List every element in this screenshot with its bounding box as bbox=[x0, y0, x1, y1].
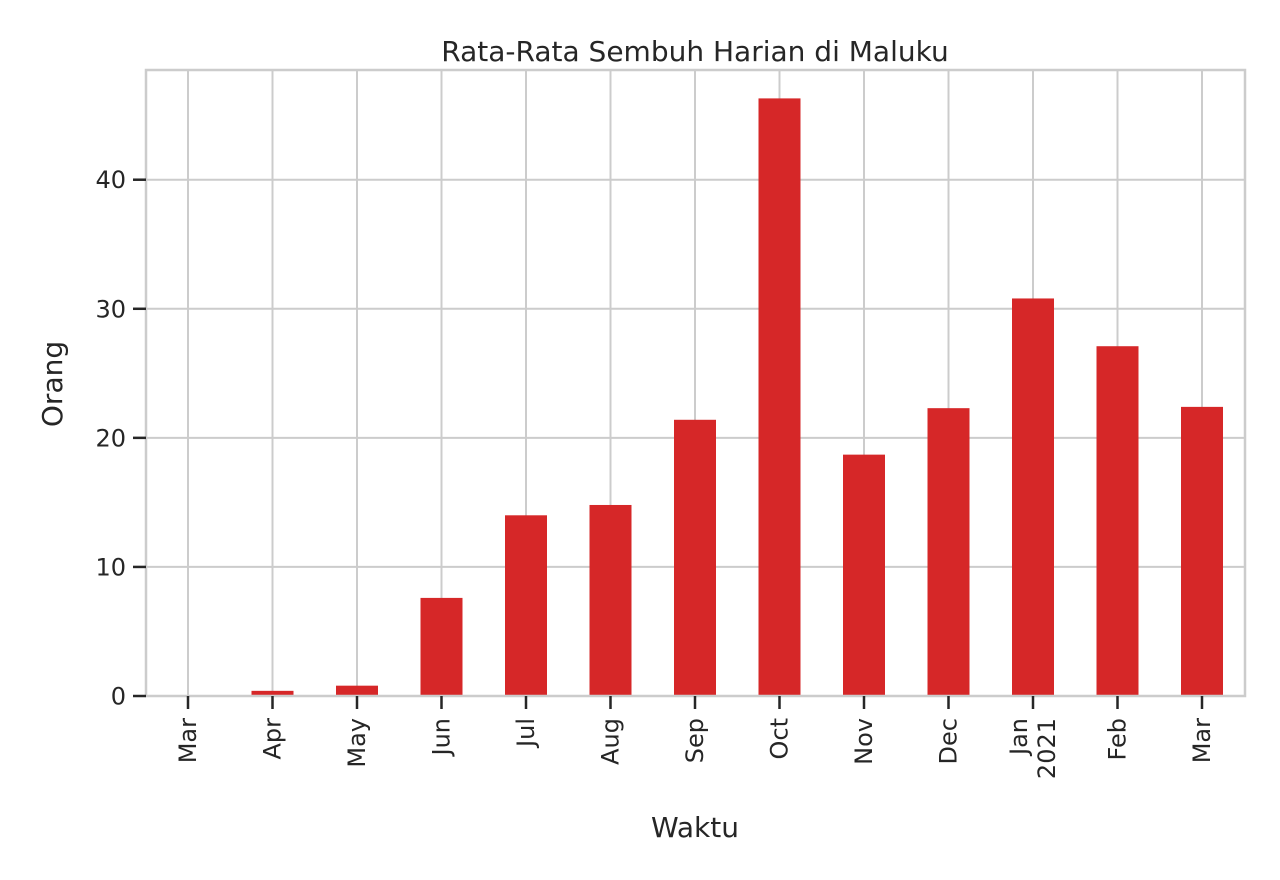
x-tick-label: Feb bbox=[1104, 718, 1132, 761]
x-tick-label: Mar bbox=[1188, 718, 1216, 763]
bar-aug-5 bbox=[589, 504, 632, 696]
x-tick-label: Mar bbox=[174, 718, 202, 763]
x-tick-label: Jun bbox=[428, 718, 456, 758]
y-tick-label: 10 bbox=[95, 553, 126, 581]
bar-nov-8 bbox=[843, 454, 885, 696]
bars bbox=[251, 98, 1223, 696]
bar-may-2 bbox=[336, 685, 378, 696]
x-axis-label: Waktu bbox=[651, 811, 739, 844]
bar-jan-2021-10 bbox=[1012, 298, 1054, 696]
x-tick-label: Jan2021 bbox=[1005, 718, 1061, 779]
y-tick-label: 20 bbox=[95, 424, 126, 452]
x-tick-label: Nov bbox=[850, 718, 878, 765]
x-tick-label-line: 2021 bbox=[1033, 718, 1061, 779]
bar-mar-12 bbox=[1181, 406, 1223, 696]
y-tick-label: 0 bbox=[111, 683, 126, 711]
chart-title: Rata-Rata Sembuh Harian di Maluku bbox=[441, 35, 948, 68]
x-tick-label-line: Jan bbox=[1005, 718, 1033, 757]
ticks: 0 10 20 30 40 Mar Apr May Jun Jul Aug Sep Oct Nov Dec J… bbox=[95, 166, 1216, 779]
x-tick-label: Aug bbox=[597, 718, 625, 765]
bar-feb-11 bbox=[1096, 346, 1139, 696]
x-tick-label: Sep bbox=[681, 718, 709, 763]
x-tick-label: Apr bbox=[259, 718, 287, 760]
x-tick-label: Oct bbox=[766, 718, 794, 760]
x-tick-label: May bbox=[343, 718, 371, 768]
y-axis-label: Orang bbox=[36, 341, 69, 427]
bar-jul-4 bbox=[505, 515, 547, 696]
bar-apr-1 bbox=[251, 690, 294, 696]
y-tick-label: 30 bbox=[95, 295, 126, 323]
x-tick-label: Jul bbox=[512, 718, 540, 749]
bar-dec-9 bbox=[927, 408, 970, 696]
bar-jun-3 bbox=[420, 597, 463, 696]
x-tick-label: Dec bbox=[935, 718, 963, 764]
bar-oct-7 bbox=[758, 98, 801, 696]
y-tick-label: 40 bbox=[95, 166, 126, 194]
bar-sep-6 bbox=[674, 419, 716, 696]
